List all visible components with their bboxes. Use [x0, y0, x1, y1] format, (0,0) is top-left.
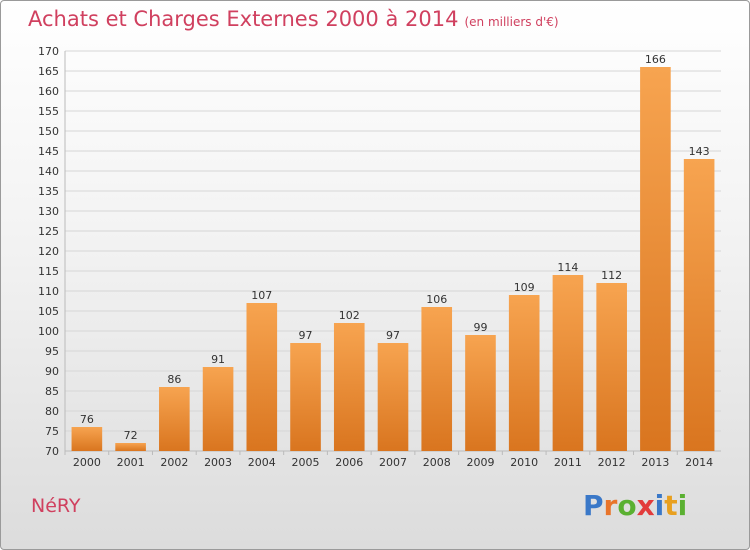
- x-tick-label: 2004: [248, 456, 276, 469]
- bar-2007: [377, 343, 409, 451]
- x-tick-label: 2014: [685, 456, 713, 469]
- chart-title: Achats et Charges Externes 2000 à 2014 (e…: [28, 7, 559, 31]
- bar-value-label: 97: [299, 329, 313, 342]
- bar-2012: [596, 283, 627, 451]
- logo-letter: P: [583, 489, 604, 522]
- bar-value-label: 86: [167, 373, 181, 386]
- bar-2008: [421, 307, 453, 451]
- y-axis: 70 75 80 85 90 95 100 105 110 115 120 125 130 135 140 1…: [38, 45, 721, 458]
- y-tick-label: 100: [38, 325, 59, 338]
- y-tick-label: 155: [38, 105, 59, 118]
- commune-name: NéRY: [31, 495, 81, 517]
- x-tick-label: 2009: [466, 456, 494, 469]
- bar-2006: [333, 323, 365, 451]
- y-tick-label: 125: [38, 225, 59, 238]
- y-tick-label: 105: [38, 305, 59, 318]
- bar-2005: [290, 343, 321, 451]
- x-tick-label: 2007: [379, 456, 407, 469]
- y-tick-label: 170: [38, 45, 59, 58]
- y-tick-label: 150: [38, 125, 59, 138]
- y-tick-label: 70: [45, 445, 59, 458]
- bar-2003: [202, 367, 234, 451]
- x-tick-label: 2008: [423, 456, 451, 469]
- bars: 76 72 86 91 107 97 102 97 106 99 109 114 112 166 143: [71, 53, 715, 451]
- y-tick-label: 80: [45, 405, 59, 418]
- x-tick-label: 2011: [554, 456, 582, 469]
- logo-letter: r: [603, 489, 618, 522]
- bar-2011: [552, 275, 584, 451]
- y-tick-label: 120: [38, 245, 59, 258]
- y-tick-label: 85: [45, 385, 59, 398]
- bar-value-label: 166: [645, 53, 666, 66]
- x-tick-label: 2010: [510, 456, 538, 469]
- logo-letter: i: [654, 489, 665, 522]
- bar-2001: [115, 443, 146, 451]
- x-tick-label: 2013: [641, 456, 669, 469]
- bar-value-label: 102: [339, 309, 360, 322]
- x-tick-label: 2002: [160, 456, 188, 469]
- y-tick-label: 160: [38, 85, 59, 98]
- x-tick-label: 2001: [117, 456, 145, 469]
- y-tick-label: 115: [38, 265, 59, 278]
- y-tick-label: 165: [38, 65, 59, 78]
- bar-2009: [465, 335, 496, 451]
- title-text: Achats et Charges Externes 2000 à 2014: [28, 7, 459, 31]
- logo-letter: o: [617, 489, 637, 522]
- bar-value-label: 72: [124, 429, 138, 442]
- x-tick-label: 2005: [292, 456, 320, 469]
- bar-2000: [71, 427, 103, 451]
- x-tick-label: 2000: [73, 456, 101, 469]
- bar-2014: [683, 159, 715, 451]
- bar-value-label: 76: [80, 413, 94, 426]
- bar-value-label: 114: [557, 261, 578, 274]
- bar-2010: [508, 295, 540, 451]
- bar-value-label: 91: [211, 353, 225, 366]
- bar-2002: [159, 387, 190, 451]
- bar-value-label: 107: [251, 289, 272, 302]
- x-tick-label: 2012: [598, 456, 626, 469]
- logo-letter: t: [664, 489, 678, 522]
- bar-value-label: 97: [386, 329, 400, 342]
- bar-value-label: 143: [689, 145, 710, 158]
- y-tick-label: 145: [38, 145, 59, 158]
- x-tick-label: 2003: [204, 456, 232, 469]
- y-tick-label: 95: [45, 345, 59, 358]
- y-tick-label: 135: [38, 185, 59, 198]
- title-unit: (en milliers d'€): [464, 15, 559, 29]
- y-tick-label: 130: [38, 205, 59, 218]
- bar-value-label: 112: [601, 269, 622, 282]
- bar-value-label: 109: [514, 281, 535, 294]
- proxiti-logo[interactable]: Proxiti: [583, 489, 687, 522]
- bar-2004: [246, 303, 278, 451]
- y-tick-label: 110: [38, 285, 59, 298]
- logo-letter: i: [677, 489, 688, 522]
- bar-value-label: 106: [426, 293, 447, 306]
- x-tick-label: 2006: [335, 456, 363, 469]
- y-tick-label: 90: [45, 365, 59, 378]
- y-tick-label: 75: [45, 425, 59, 438]
- bar-value-label: 99: [473, 321, 487, 334]
- y-tick-label: 140: [38, 165, 59, 178]
- bar-2013: [640, 67, 671, 451]
- x-axis: 2000 2001 2002 2003 2004 2005 2006 2007 2008 2009…: [64, 451, 713, 469]
- logo-letter: x: [636, 489, 655, 522]
